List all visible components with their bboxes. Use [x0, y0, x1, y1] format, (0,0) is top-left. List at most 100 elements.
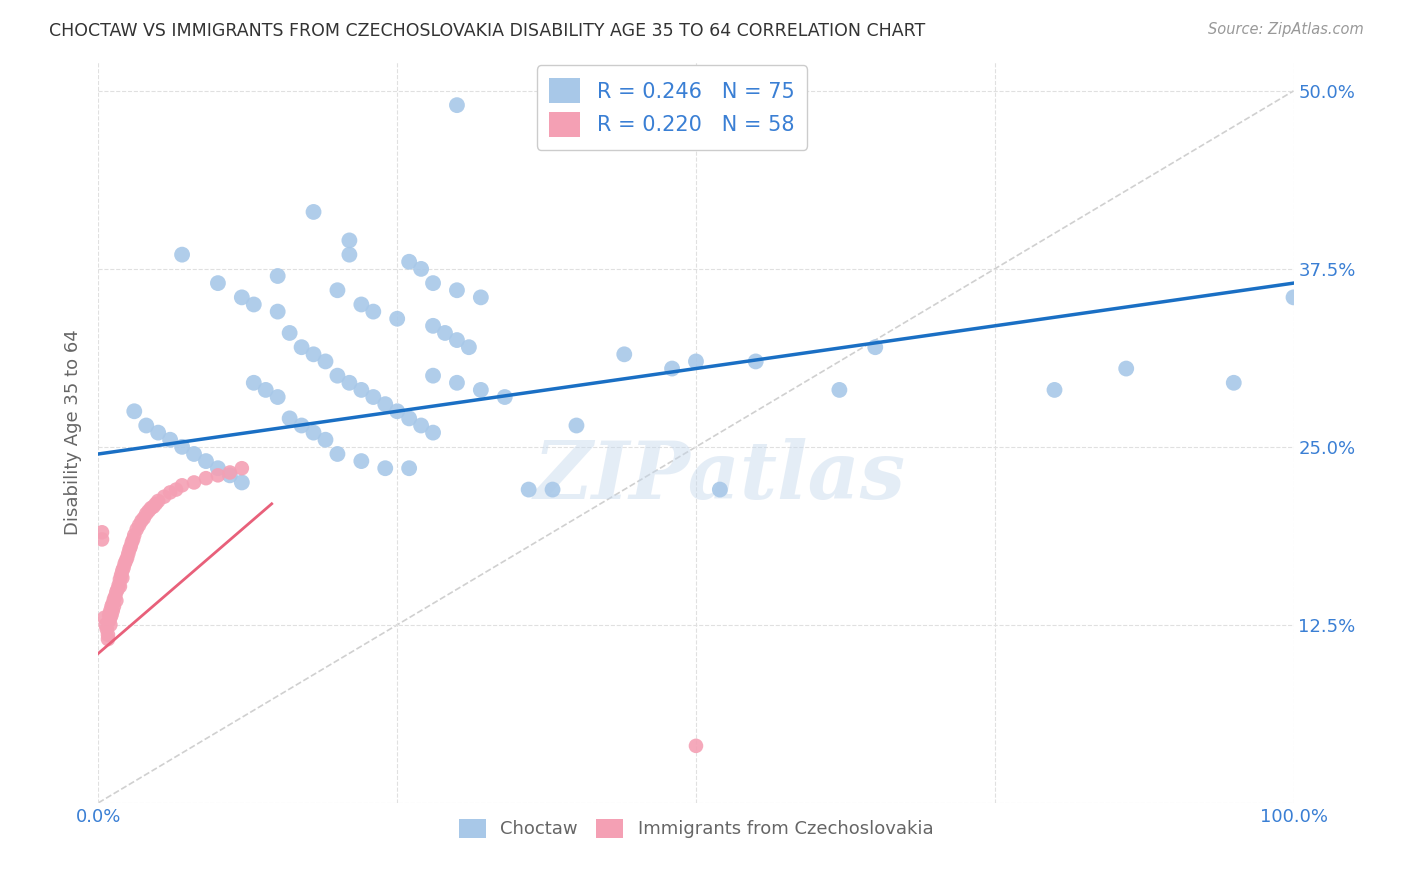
Legend: Choctaw, Immigrants from Czechoslovakia: Choctaw, Immigrants from Czechoslovakia: [451, 812, 941, 846]
Point: [363, 304, 385, 318]
Point: [103, 592, 125, 607]
Point: [350, 454, 373, 468]
Point: [115, 554, 138, 568]
Point: [94, 617, 117, 632]
Point: [153, 490, 176, 504]
Point: [278, 411, 301, 425]
Point: [267, 390, 290, 404]
Point: [422, 368, 444, 383]
Text: CHOCTAW VS IMMIGRANTS FROM CZECHOSLOVAKIA DISABILITY AGE 35 TO 64 CORRELATION CH: CHOCTAW VS IMMIGRANTS FROM CZECHOSLOVAKI…: [49, 22, 925, 40]
Point: [96, 622, 118, 636]
Point: [195, 454, 218, 468]
Point: [142, 500, 165, 514]
Point: [219, 466, 242, 480]
Point: [110, 568, 132, 582]
Point: [411, 418, 433, 433]
Point: [105, 585, 128, 599]
Point: [446, 376, 468, 390]
Point: [139, 501, 162, 516]
Point: [494, 390, 516, 404]
Point: [374, 397, 396, 411]
Point: [446, 333, 468, 347]
Point: [339, 376, 361, 390]
Point: [745, 354, 768, 368]
Point: [91, 525, 114, 540]
Point: [148, 425, 170, 440]
Point: [183, 475, 205, 490]
Point: [135, 418, 157, 433]
Point: [422, 318, 444, 333]
Point: [374, 461, 396, 475]
Point: [93, 610, 115, 624]
Point: [104, 590, 127, 604]
Point: [195, 471, 218, 485]
Point: [98, 610, 122, 624]
Point: [97, 632, 120, 646]
Point: [422, 425, 444, 440]
Point: [350, 297, 373, 311]
Point: [159, 433, 181, 447]
Point: [267, 304, 290, 318]
Point: [231, 290, 253, 304]
Point: [1043, 383, 1066, 397]
Point: [398, 254, 420, 268]
Point: [470, 290, 492, 304]
Point: [339, 247, 361, 261]
Point: [98, 614, 121, 628]
Text: ZIPatlas: ZIPatlas: [534, 438, 905, 516]
Point: [122, 533, 145, 547]
Point: [565, 418, 588, 433]
Point: [97, 628, 120, 642]
Point: [326, 283, 349, 297]
Point: [148, 494, 170, 508]
Point: [117, 547, 139, 561]
Point: [865, 340, 887, 354]
Point: [98, 617, 122, 632]
Point: [458, 340, 481, 354]
Point: [411, 261, 433, 276]
Point: [115, 550, 138, 565]
Point: [398, 411, 420, 425]
Point: [132, 511, 155, 525]
Point: [446, 98, 468, 112]
Point: [434, 326, 457, 340]
Point: [103, 599, 125, 614]
Point: [326, 447, 349, 461]
Point: [135, 507, 157, 521]
Point: [118, 542, 141, 557]
Point: [107, 582, 129, 597]
Point: [470, 383, 492, 397]
Point: [207, 276, 229, 290]
Point: [685, 739, 707, 753]
Point: [131, 514, 153, 528]
Point: [128, 518, 150, 533]
Point: [1223, 376, 1246, 390]
Point: [302, 425, 325, 440]
Point: [172, 478, 194, 492]
Point: [1282, 290, 1305, 304]
Point: [315, 354, 337, 368]
Point: [398, 461, 420, 475]
Point: [350, 383, 373, 397]
Point: [231, 461, 253, 475]
Point: [828, 383, 851, 397]
Point: [243, 376, 266, 390]
Point: [446, 283, 468, 297]
Point: [172, 247, 194, 261]
Point: [101, 597, 124, 611]
Point: [111, 571, 134, 585]
Point: [231, 475, 253, 490]
Point: [172, 440, 194, 454]
Point: [363, 390, 385, 404]
Point: [125, 523, 148, 537]
Point: [100, 607, 122, 622]
Point: [302, 347, 325, 361]
Point: [291, 340, 314, 354]
Point: [112, 561, 135, 575]
Point: [108, 572, 131, 586]
Point: [278, 326, 301, 340]
Point: [114, 557, 136, 571]
Point: [98, 604, 122, 618]
Text: Source: ZipAtlas.com: Source: ZipAtlas.com: [1208, 22, 1364, 37]
Point: [517, 483, 540, 497]
